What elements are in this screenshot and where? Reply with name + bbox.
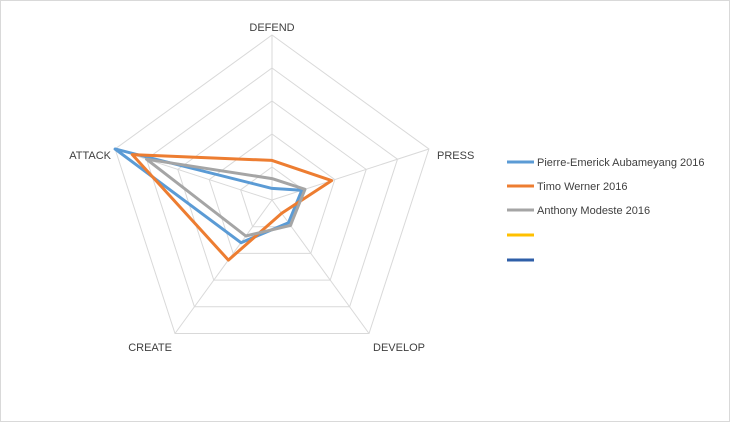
legend: Pierre-Emerick Aubameyang 2016 Timo Wern… [507,157,705,262]
axis-labels: DEFEND PRESS DEVELOP CREATE ATTACK [69,22,474,354]
axis-spoke [174,199,273,334]
legend-entry: Timo Werner 2016 [507,181,627,193]
axis-spoke [271,148,430,201]
legend-label: Pierre-Emerick Aubameyang 2016 [537,157,705,169]
axis-label-develop: DEVELOP [373,342,425,354]
axis-label-attack: ATTACK [69,150,111,162]
legend-label: Anthony Modeste 2016 [537,205,650,217]
axis-spoke [271,199,370,334]
legend-entry: Anthony Modeste 2016 [507,205,650,217]
legend-label: Timo Werner 2016 [537,181,627,193]
radar-spokes [114,35,430,334]
axis-label-defend: DEFEND [249,22,294,34]
radar-series-group [113,147,334,262]
legend-entry: Pierre-Emerick Aubameyang 2016 [507,157,705,169]
axis-label-press: PRESS [437,150,474,162]
grid-ring [145,67,399,308]
axis-label-create: CREATE [128,342,172,354]
axis-spoke [114,148,273,201]
series-line-3 [145,157,307,238]
grid-ring [114,34,430,334]
series-line-2 [130,153,334,262]
